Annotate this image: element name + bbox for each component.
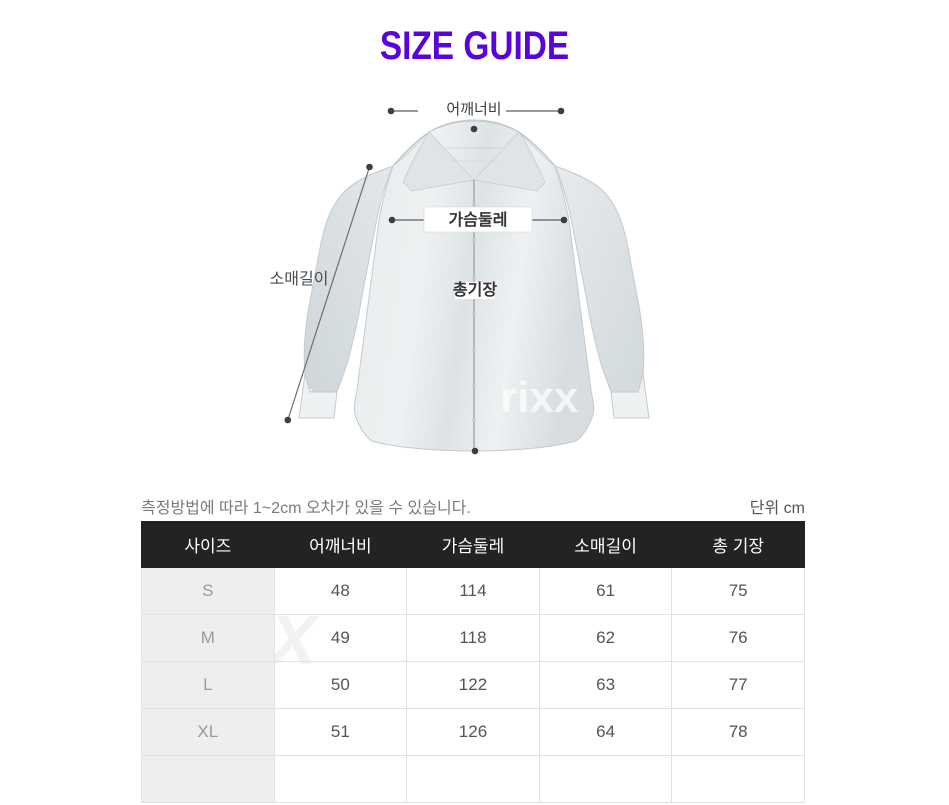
svg-text:어깨너비: 어깨너비 — [446, 101, 501, 118]
svg-text:가슴둘레: 가슴둘레 — [449, 211, 508, 229]
svg-text:소매길이: 소매길이 — [270, 270, 329, 288]
svg-text:rixx: rixx — [500, 373, 579, 422]
svg-text:총기장: 총기장 — [453, 281, 497, 299]
